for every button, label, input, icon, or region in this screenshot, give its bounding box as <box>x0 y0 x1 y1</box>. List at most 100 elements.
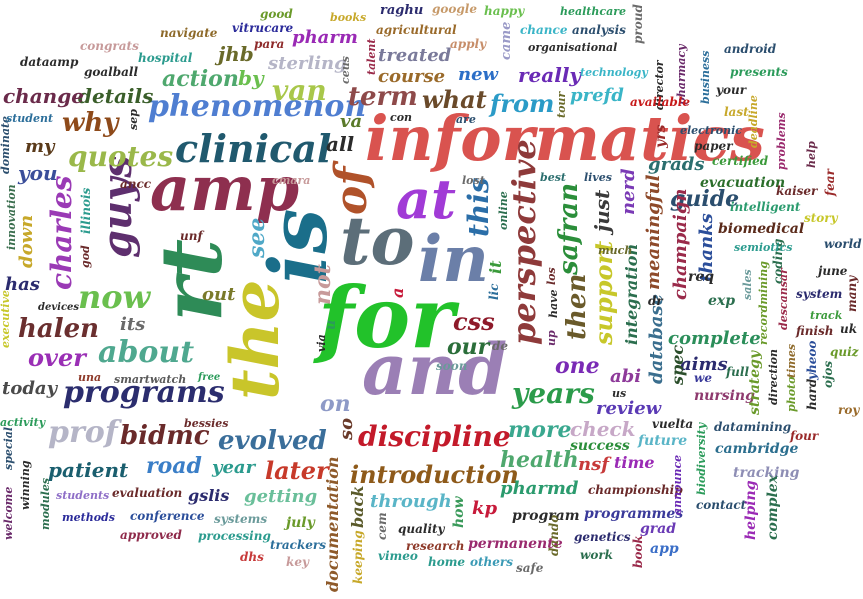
word-back: back <box>348 485 367 528</box>
word-dando: dando <box>547 514 561 556</box>
word-a: a <box>388 287 407 298</box>
word-winning: winning <box>19 460 32 510</box>
word-hard: hard <box>805 378 819 410</box>
word-quotes: quotes <box>68 140 174 173</box>
word-technology: technology <box>580 66 648 79</box>
word-see: see <box>244 217 270 258</box>
word-welcome: welcome <box>2 486 15 540</box>
word-its: its <box>120 314 146 335</box>
word-abi: abi <box>610 366 642 387</box>
word-trackers: trackers <box>270 538 326 552</box>
word-van: van <box>272 74 327 107</box>
word-on: on <box>320 391 351 417</box>
word-systems: systems <box>214 512 268 526</box>
word-what: what <box>422 85 487 114</box>
word-congrats: congrats <box>80 39 139 53</box>
word-future: future <box>638 433 688 449</box>
word-road: road <box>146 453 202 479</box>
word-we: we <box>694 371 712 385</box>
word-android: android <box>724 42 777 56</box>
word-activity: activity <box>0 416 46 429</box>
word-came: came <box>499 21 514 60</box>
word-ceus: ceus <box>339 56 352 84</box>
word-discipline: discipline <box>358 420 511 453</box>
word-methods: methods <box>62 511 115 524</box>
word-book: book <box>631 535 645 568</box>
word-just: just <box>590 189 614 232</box>
word-healthcare: healthcare <box>560 5 626 18</box>
word-it: it <box>486 260 505 274</box>
word-check: check <box>570 417 636 441</box>
word-safe: safe <box>516 561 544 575</box>
word-action: action <box>162 66 239 92</box>
word-complex: complex <box>765 474 781 540</box>
word-us: us <box>612 387 627 400</box>
word-available: available <box>630 95 690 109</box>
word-una: una <box>78 371 102 384</box>
word-finish: finish <box>796 324 834 338</box>
word-announce: announce <box>671 454 684 515</box>
word-guide: guide <box>670 186 740 212</box>
word-informatics: informatics <box>365 102 765 175</box>
word-los: los <box>545 267 558 285</box>
word-para: para <box>254 37 285 51</box>
word-presents: presents <box>730 65 788 79</box>
word-good: good <box>260 7 293 21</box>
word-our: our <box>447 334 490 360</box>
word-out: out <box>202 284 236 305</box>
word-google: google <box>432 2 477 16</box>
word-documentation: documentation <box>323 456 342 592</box>
word-and: and <box>362 328 508 411</box>
word-datamining: datamining <box>714 420 792 434</box>
word-ancc: ancc <box>120 177 152 191</box>
word-css: css <box>453 307 495 336</box>
word-then: then <box>562 273 592 340</box>
word-evacuation: evacuation <box>700 175 786 191</box>
word-evaluation: evaluation <box>112 486 183 500</box>
word-bessies: bessies <box>184 417 229 430</box>
word-clinical: clinical <box>175 126 332 171</box>
word-fear: fear <box>823 169 837 196</box>
word-student: student <box>6 112 54 125</box>
word-has: has <box>5 274 40 295</box>
word-championship: championship <box>588 483 683 497</box>
word-electronic: electronic <box>680 124 742 137</box>
word-how: how <box>451 496 467 528</box>
word-modules: modules <box>39 477 52 530</box>
word-strategy: strategy <box>747 350 763 415</box>
word-patient: patient <box>48 458 129 482</box>
word-change: change <box>3 84 84 108</box>
word-de: de <box>492 339 509 353</box>
word-home: home <box>428 555 466 569</box>
word-program: program <box>512 508 580 524</box>
word-to: to <box>340 202 415 280</box>
word-grads: grads <box>648 154 705 175</box>
word-req: req <box>688 269 715 285</box>
word-yrs: yrs <box>653 124 669 148</box>
word-times: times <box>785 343 798 378</box>
word-cambridge: cambridge <box>715 441 799 457</box>
word-june: june <box>818 264 848 278</box>
word-perspective: perspective <box>505 139 543 345</box>
word-vimeo: vimeo <box>378 549 418 563</box>
word-lost: lost <box>462 174 485 187</box>
word-nerd: nerd <box>618 168 639 215</box>
word-charles: charles <box>45 175 78 290</box>
word-semiotics: semiotics <box>734 241 793 254</box>
word-over: over <box>28 343 86 372</box>
word-lives: lives <box>584 171 612 184</box>
word-pharmd: pharmd <box>500 478 579 499</box>
word-roy: roy <box>838 403 860 417</box>
word-you: you <box>18 161 58 185</box>
word-executive: executive <box>0 290 12 348</box>
word-others: others <box>470 555 513 569</box>
word-of: of <box>326 166 377 215</box>
word-innovation: innovation <box>5 184 18 250</box>
word-yheoo: yheoo <box>805 340 819 380</box>
word-contact: contact <box>696 498 747 512</box>
word-soon: soon <box>436 359 468 373</box>
word-biomedical: biomedical <box>718 221 805 237</box>
word-raghu: raghu <box>380 3 424 18</box>
word-safran: safran <box>554 182 584 275</box>
word-online: online <box>497 191 510 230</box>
